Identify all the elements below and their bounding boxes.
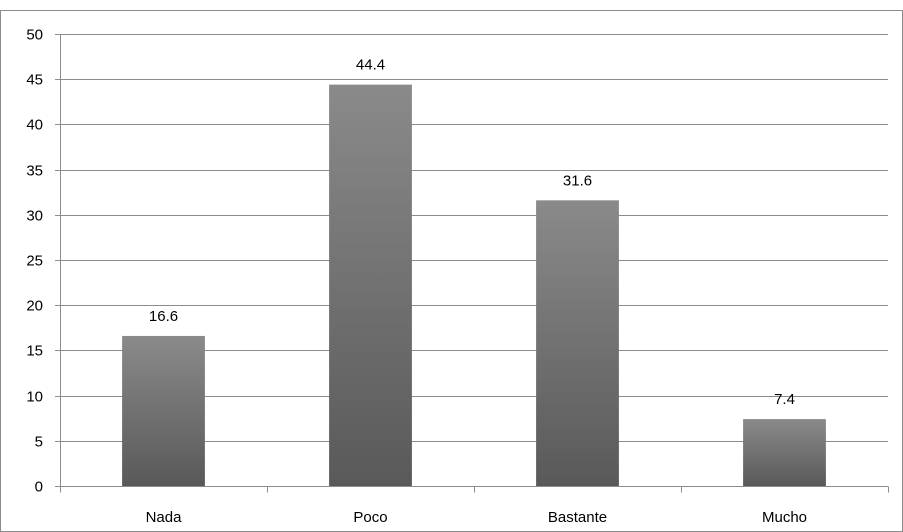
y-tick-label: 45: [26, 72, 43, 89]
x-tick-label: Poco: [353, 509, 387, 526]
bar-poco: [329, 84, 412, 487]
data-label: 31.6: [563, 172, 592, 189]
y-tick-label: 40: [26, 117, 43, 134]
data-label: 44.4: [356, 57, 385, 74]
y-tick-label: 35: [26, 163, 43, 180]
x-tick-label: Nada: [146, 509, 183, 526]
data-label: 7.4: [774, 391, 795, 408]
bar-bastante: [536, 200, 619, 486]
bar-nada: [122, 335, 205, 486]
y-tick-label: 50: [26, 27, 43, 44]
y-tick-label: 10: [26, 389, 43, 406]
data-label: 16.6: [149, 308, 178, 325]
y-tick-label: 5: [35, 434, 43, 451]
y-tick-label: 15: [26, 343, 43, 360]
y-tick-label: 30: [26, 208, 43, 225]
y-tick-label: 0: [35, 479, 43, 496]
y-tick-label: 25: [26, 253, 43, 270]
x-tick-label: Mucho: [762, 509, 807, 526]
x-tick-label: Bastante: [548, 509, 607, 526]
y-tick-label: 20: [26, 298, 43, 315]
bar-mucho: [743, 419, 826, 486]
